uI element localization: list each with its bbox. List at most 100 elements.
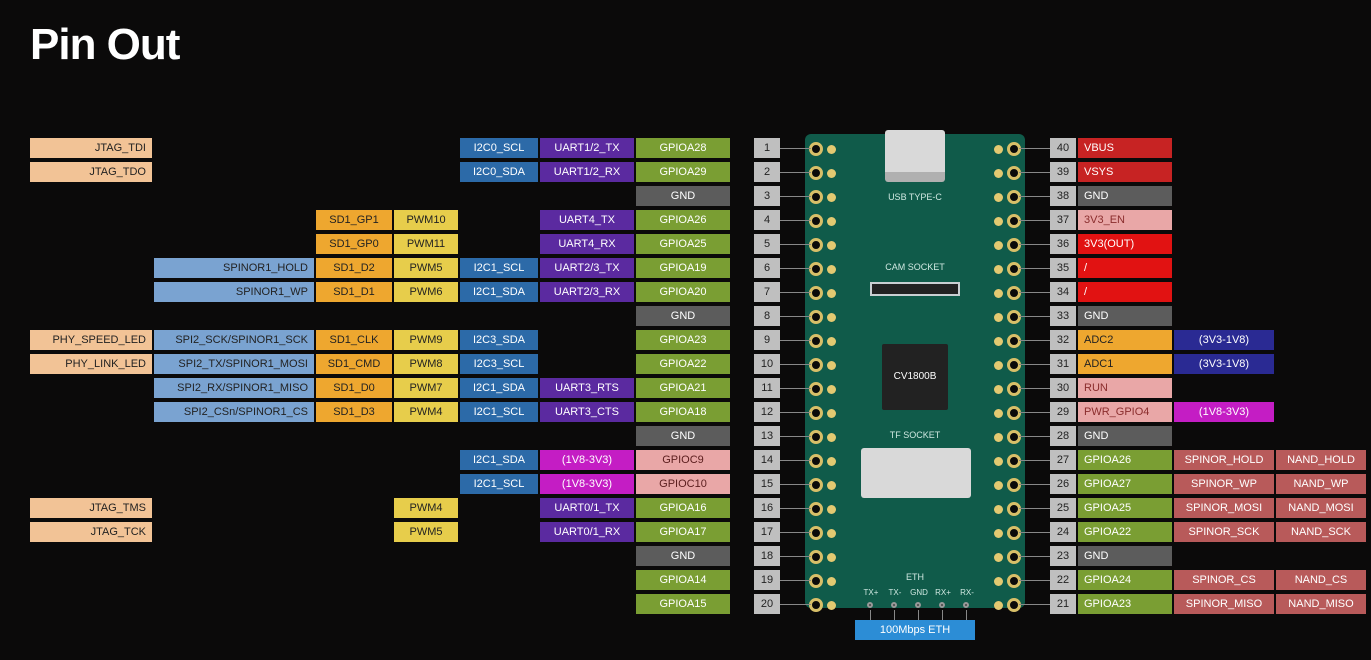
right-pin-32-v33: (3V3-1V8) (1174, 330, 1274, 350)
left-pin-17-gpio: GPIOA17 (636, 522, 730, 542)
right-pin-25-nand: NAND_MOSI (1276, 498, 1366, 518)
left-pin-20-gpio: GPIOA15 (636, 594, 730, 614)
left-pin-1-jtag: JTAG_TDI (30, 138, 152, 158)
right-pin-23-gnd: GND (1078, 546, 1172, 566)
right-pin-27-spinor: SPINOR_HOLD (1174, 450, 1274, 470)
tf-socket (861, 448, 971, 498)
left-pin-6-gpio: GPIOA19 (636, 258, 730, 278)
right-pin-21-nand: NAND_MISO (1276, 594, 1366, 614)
left-pin-11-pwm: PWM7 (394, 378, 458, 398)
right-pin-25-green: GPIOA25 (1078, 498, 1172, 518)
pin-num-left-6: 6 (754, 258, 780, 278)
left-pin-12-sd: SD1_D3 (316, 402, 392, 422)
pin-num-left-15: 15 (754, 474, 780, 494)
left-pin-4-gpio: GPIOA26 (636, 210, 730, 230)
eth-pin-RX+: RX+ (931, 588, 955, 597)
pin-num-left-3: 3 (754, 186, 780, 206)
left-pin-3-gnd: GND (636, 186, 730, 206)
right-pin-26-spinor: SPINOR_WP (1174, 474, 1274, 494)
right-pin-25-spinor: SPINOR_MOSI (1174, 498, 1274, 518)
right-pin-26-nand: NAND_WP (1276, 474, 1366, 494)
left-pin-18-gnd: GND (636, 546, 730, 566)
left-pin-16-pwm: PWM4 (394, 498, 458, 518)
left-pin-11-uart: UART3_RTS (540, 378, 634, 398)
pin-num-left-11: 11 (754, 378, 780, 398)
left-pin-10-i2c: I2C3_SCL (460, 354, 538, 374)
left-pin-1-gpio: GPIOA28 (636, 138, 730, 158)
right-pin-29-pwr: PWR_GPIO4 (1078, 402, 1172, 422)
left-pin-15-i2c: I2C1_SCL (460, 474, 538, 494)
left-pin-11-gpio: GPIOA21 (636, 378, 730, 398)
pin-num-left-8: 8 (754, 306, 780, 326)
left-pin-10-pwm: PWM8 (394, 354, 458, 374)
left-pin-6-uart: UART2/3_TX (540, 258, 634, 278)
pin-num-left-17: 17 (754, 522, 780, 542)
left-pin-7-uart: UART2/3_RX (540, 282, 634, 302)
left-pin-8-gnd: GND (636, 306, 730, 326)
pin-num-left-12: 12 (754, 402, 780, 422)
left-pin-9-phy: PHY_SPEED_LED (30, 330, 152, 350)
pin-num-right-38: 38 (1050, 186, 1076, 206)
pin-num-left-9: 9 (754, 330, 780, 350)
right-pin-35-red: / (1078, 258, 1172, 278)
right-pin-34-red: / (1078, 282, 1172, 302)
left-pin-10-sd: SD1_CMD (316, 354, 392, 374)
eth-label: ETH (805, 572, 1025, 582)
right-pin-40-vbus: VBUS (1078, 138, 1172, 158)
left-pin-10-gpio: GPIOA22 (636, 354, 730, 374)
left-pin-6-spi: SPINOR1_HOLD (154, 258, 314, 278)
left-pin-5-uart: UART4_RX (540, 234, 634, 254)
right-pin-38-gnd: GND (1078, 186, 1172, 206)
right-pin-30-run: RUN (1078, 378, 1172, 398)
left-pin-1-uart: UART1/2_TX (540, 138, 634, 158)
left-pin-2-i2c: I2C0_SDA (460, 162, 538, 182)
left-pin-4-pwm: PWM10 (394, 210, 458, 230)
left-pin-9-spi: SPI2_SCK/SPINOR1_SCK (154, 330, 314, 350)
left-pin-5-pwm: PWM11 (394, 234, 458, 254)
left-pin-4-uart: UART4_TX (540, 210, 634, 230)
left-pin-16-jtag: JTAG_TMS (30, 498, 152, 518)
right-pin-21-green: GPIOA23 (1078, 594, 1172, 614)
left-pin-17-uart: UART0/1_RX (540, 522, 634, 542)
right-pin-39-vbus: VSYS (1078, 162, 1172, 182)
pin-num-left-13: 13 (754, 426, 780, 446)
cam-socket (870, 282, 960, 296)
pin-num-left-16: 16 (754, 498, 780, 518)
left-pin-13-gnd: GND (636, 426, 730, 446)
pin-num-right-32: 32 (1050, 330, 1076, 350)
left-pin-14-gpioC: GPIOC9 (636, 450, 730, 470)
right-pin-31-adc: ADC1 (1078, 354, 1172, 374)
pin-num-left-4: 4 (754, 210, 780, 230)
left-pin-11-spi: SPI2_RX/SPINOR1_MISO (154, 378, 314, 398)
left-pin-2-gpio: GPIOA29 (636, 162, 730, 182)
right-pin-24-nand: NAND_SCK (1276, 522, 1366, 542)
left-pin-9-sd: SD1_CLK (316, 330, 392, 350)
pin-num-left-5: 5 (754, 234, 780, 254)
pin-num-right-39: 39 (1050, 162, 1076, 182)
pin-num-right-35: 35 (1050, 258, 1076, 278)
left-pin-12-gpio: GPIOA18 (636, 402, 730, 422)
left-pin-16-uart: UART0/1_TX (540, 498, 634, 518)
chip: CV1800B (882, 344, 948, 410)
left-pin-7-gpio: GPIOA20 (636, 282, 730, 302)
left-pin-10-spi: SPI2_TX/SPINOR1_MOSI (154, 354, 314, 374)
pin-num-left-10: 10 (754, 354, 780, 374)
left-pin-7-pwm: PWM6 (394, 282, 458, 302)
left-pin-12-spi: SPI2_CSn/SPINOR1_CS (154, 402, 314, 422)
usb-connector (885, 130, 945, 182)
left-pin-16-gpio: GPIOA16 (636, 498, 730, 518)
right-pin-22-spinor: SPINOR_CS (1174, 570, 1274, 590)
left-pin-17-pwm: PWM5 (394, 522, 458, 542)
left-pin-1-i2c: I2C0_SCL (460, 138, 538, 158)
pin-num-right-37: 37 (1050, 210, 1076, 230)
pin-num-right-28: 28 (1050, 426, 1076, 446)
eth-speed-label: 100Mbps ETH (855, 620, 975, 640)
right-pin-27-nand: NAND_HOLD (1276, 450, 1366, 470)
eth-pin-TX-: TX- (883, 588, 907, 597)
pin-num-right-30: 30 (1050, 378, 1076, 398)
left-pin-12-i2c: I2C1_SCL (460, 402, 538, 422)
left-pin-12-pwm: PWM4 (394, 402, 458, 422)
pin-num-left-19: 19 (754, 570, 780, 590)
right-pin-33-gnd: GND (1078, 306, 1172, 326)
pin-num-right-23: 23 (1050, 546, 1076, 566)
